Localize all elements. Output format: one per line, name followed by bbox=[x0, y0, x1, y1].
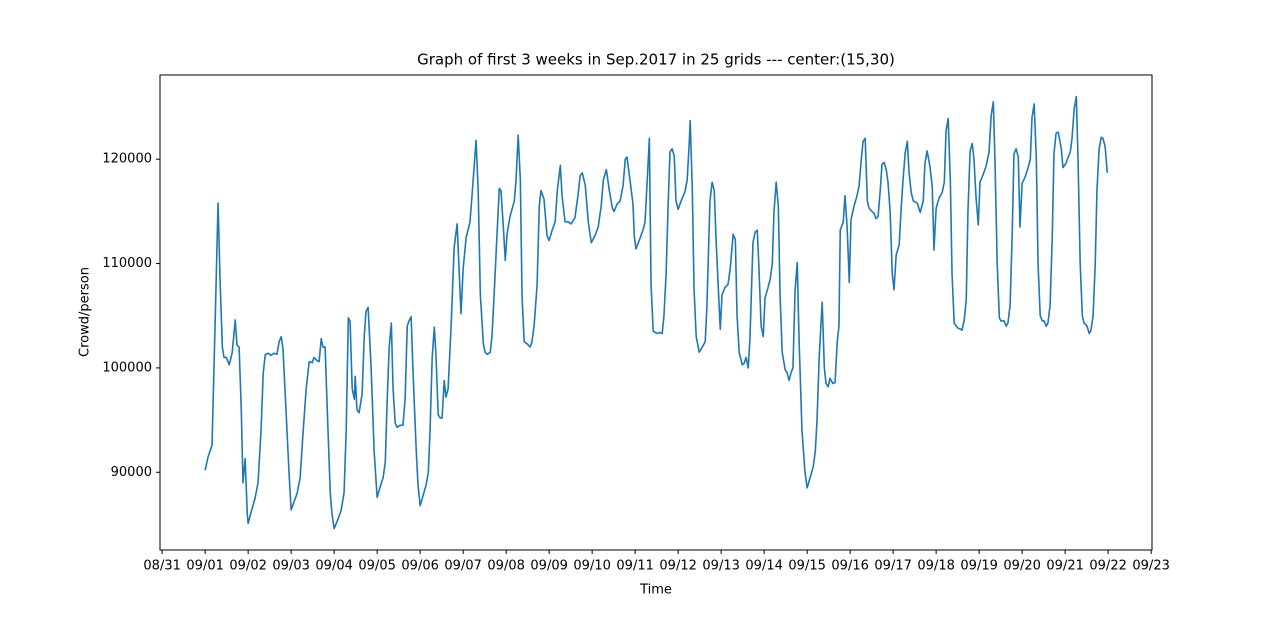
y-tick-label: 100000 bbox=[102, 360, 152, 375]
y-tick-label: 110000 bbox=[102, 256, 152, 271]
x-tick-label: 09/13 bbox=[702, 559, 739, 574]
x-tick-label: 09/23 bbox=[1132, 559, 1169, 574]
y-tick-label: 90000 bbox=[111, 465, 152, 480]
x-tick-label: 09/05 bbox=[358, 559, 395, 574]
x-tick-label: 09/06 bbox=[401, 559, 438, 574]
x-tick-label: 09/11 bbox=[616, 559, 653, 574]
x-tick-label: 09/19 bbox=[960, 559, 997, 574]
x-tick-label: 09/16 bbox=[831, 559, 868, 574]
plot-area bbox=[204, 95, 1109, 530]
x-tick-label: 09/14 bbox=[745, 559, 782, 574]
x-tick-label: 09/07 bbox=[444, 559, 481, 574]
x-tick-label: 09/20 bbox=[1003, 559, 1040, 574]
x-tick-label: 09/08 bbox=[487, 559, 524, 574]
x-tick-label: 09/10 bbox=[573, 559, 610, 574]
x-tick-label: 09/21 bbox=[1046, 559, 1083, 574]
x-tick-label: 09/04 bbox=[315, 559, 352, 574]
x-tick-label: 09/12 bbox=[659, 559, 696, 574]
data-line bbox=[204, 95, 1109, 530]
x-tick-label: 09/09 bbox=[530, 559, 567, 574]
x-tick-label: 09/18 bbox=[917, 559, 954, 574]
y-axis-label: Crowd/person bbox=[78, 267, 93, 357]
x-tick-label: 08/31 bbox=[143, 559, 180, 574]
x-axis-label: Time bbox=[639, 583, 672, 598]
x-tick-label: 09/17 bbox=[874, 559, 911, 574]
y-tick-label: 120000 bbox=[102, 152, 152, 167]
x-tick-label: 09/03 bbox=[272, 559, 309, 574]
x-tick-label: 09/22 bbox=[1089, 559, 1126, 574]
axes-frame bbox=[159, 74, 1153, 551]
x-tick-label: 09/02 bbox=[229, 559, 266, 574]
x-tick-label: 09/01 bbox=[186, 559, 223, 574]
chart-title: Graph of first 3 weeks in Sep.2017 in 25… bbox=[417, 51, 895, 69]
x-tick-label: 09/15 bbox=[788, 559, 825, 574]
